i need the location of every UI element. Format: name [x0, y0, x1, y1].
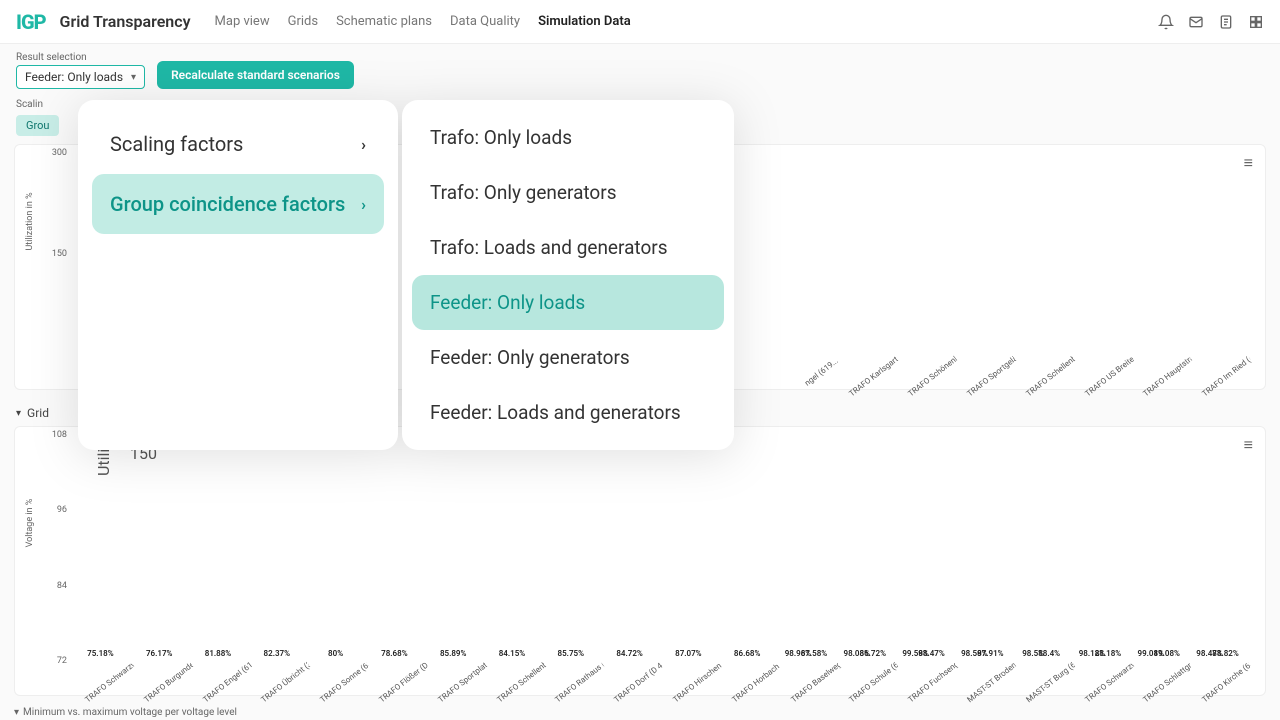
x-label: TRAFO Schwarzw... — [1083, 661, 1147, 719]
y-tick: 84 — [43, 581, 67, 591]
result-selection-label: Result selection — [16, 52, 145, 63]
x-label: TRAFO Fuchsenga... — [907, 661, 971, 719]
y-tick: 108 — [43, 430, 67, 440]
nav-tab-data-quality[interactable]: Data Quality — [450, 14, 520, 29]
bar-value: 85.89% — [440, 649, 466, 658]
select-value: Feeder: Only loads — [25, 70, 123, 84]
bar-value: 89.08% — [1154, 649, 1180, 658]
chevron-down-icon: ▾ — [14, 707, 19, 718]
controls-row: Result selection Feeder: Only loads ▾ Re… — [0, 44, 1280, 95]
app-header: IGP Grid Transparency Map view Grids Schem… — [0, 0, 1280, 44]
y-axis-label: Voltage in % — [25, 499, 35, 548]
y-tick: 72 — [43, 656, 67, 666]
nav-tab-simulation-data[interactable]: Simulation Data — [538, 14, 631, 29]
y-tick: 300 — [43, 148, 67, 158]
bar-value: 84.15% — [499, 649, 525, 658]
bar-value: 76.17% — [146, 649, 172, 658]
bar-value: 75.18% — [87, 649, 113, 658]
bar-value: 80% — [328, 649, 343, 658]
x-label: TRAFO Hirschen (... — [671, 661, 735, 719]
result-selection-group: Result selection Feeder: Only loads ▾ — [16, 52, 145, 89]
recalculate-button[interactable]: Recalculate standard scenarios — [157, 61, 354, 89]
bottom-section-label: Minimum vs. maximum voltage per voltage … — [23, 707, 237, 718]
popover-item[interactable]: Trafo: Loads and generators — [412, 220, 724, 275]
doc-icon[interactable] — [1218, 14, 1234, 30]
x-label: TRAFO Schellenbe... — [495, 661, 559, 719]
x-label: TRAFO Sonne (63... — [319, 661, 383, 719]
bar-value: 88.47% — [918, 649, 944, 658]
group-chip[interactable]: Grou — [16, 115, 59, 136]
chevron-right-icon: › — [361, 135, 366, 154]
popover-item[interactable]: Feeder: Only loads — [412, 275, 724, 330]
bar-value: 87.58% — [801, 649, 827, 658]
bar-value: 84.72% — [616, 649, 642, 658]
x-label: TRAFO Sportplatz ... — [436, 661, 500, 719]
context-popover: Scaling factors›Group coincidence factor… — [78, 100, 734, 450]
x-label: TRAFO Dorf (D 41... — [613, 661, 677, 719]
nav-tabs: Map view Grids Schematic plans Data Quality… — [215, 14, 631, 29]
x-label: TRAFO Schlattgra... — [1142, 661, 1206, 719]
nav-tab-grids[interactable]: Grids — [288, 14, 318, 29]
popover-item[interactable]: Feeder: Only generators — [412, 330, 724, 385]
chevron-down-icon: ▾ — [131, 72, 136, 83]
app-title: Grid Transparency — [60, 12, 191, 31]
y-tick: 96 — [43, 505, 67, 515]
bar-value: 88.4% — [1038, 649, 1060, 658]
bar-value: 82.37% — [264, 649, 290, 658]
popover-item[interactable]: Trafo: Only generators — [412, 165, 724, 220]
nav-tab-map-view[interactable]: Map view — [215, 14, 270, 29]
popover-item[interactable]: Trafo: Only loads — [412, 110, 724, 165]
grid-icon[interactable] — [1248, 14, 1264, 30]
x-label: TRAFO Übricht (3... — [260, 661, 324, 719]
nav-tab-schematic-plans[interactable]: Schematic plans — [336, 14, 432, 29]
bar-value: 88.18% — [1095, 649, 1121, 658]
x-label: TRAFO Kirche (63... — [1201, 661, 1265, 719]
popover-primary: Scaling factors›Group coincidence factor… — [78, 100, 398, 450]
bar-value: 78.68% — [381, 649, 407, 658]
bell-icon[interactable] — [1158, 14, 1174, 30]
chevron-right-icon: › — [361, 195, 366, 214]
bottom-section-toggle[interactable]: ▾ Minimum vs. maximum voltage per voltag… — [14, 707, 237, 718]
x-label: MAST-ST Brodenl... — [965, 661, 1029, 719]
result-selection-select[interactable]: Feeder: Only loads ▾ — [16, 65, 145, 89]
bar-value: 85.75% — [558, 649, 584, 658]
header-icons — [1158, 14, 1264, 30]
logo: IGP — [16, 10, 46, 34]
mail-icon[interactable] — [1188, 14, 1204, 30]
y-axis-label: Utilization in % — [25, 192, 35, 250]
voltage-chart: Voltage in % 10896847275.18%76.17%81.88%… — [27, 435, 1253, 689]
bar-value: 86.72% — [860, 649, 886, 658]
grid-section-label: Grid — [27, 406, 49, 420]
x-label: TRAFO Horbach (... — [730, 661, 794, 719]
popover-secondary: Trafo: Only loadsTrafo: Only generatorsT… — [402, 100, 734, 450]
bar-value: 88.82% — [1212, 649, 1238, 658]
chevron-down-icon: ▾ — [16, 408, 21, 419]
x-label: TRAFO Schule (63... — [848, 661, 912, 719]
chart-panel-voltage: ≡ Voltage in % 10896847275.18%76.17%81.8… — [14, 426, 1266, 696]
x-label: TRAFO Rathaus (3... — [554, 661, 618, 719]
bar-value: 86.68% — [734, 649, 760, 658]
x-label: MAST-ST Burg (6... — [1024, 661, 1088, 719]
bar-value: 81.88% — [205, 649, 231, 658]
popover-item[interactable]: Feeder: Loads and generators — [412, 385, 724, 440]
popover-item[interactable]: Scaling factors› — [92, 114, 384, 174]
bar-value: 87.07% — [675, 649, 701, 658]
x-label: TRAFO Baselweg (... — [789, 661, 853, 719]
bar-value: 87.91% — [977, 649, 1003, 658]
popover-item[interactable]: Group coincidence factors› — [92, 174, 384, 234]
x-label: TRAFO Flößer (D1... — [377, 661, 441, 719]
y-tick: 150 — [43, 249, 67, 259]
